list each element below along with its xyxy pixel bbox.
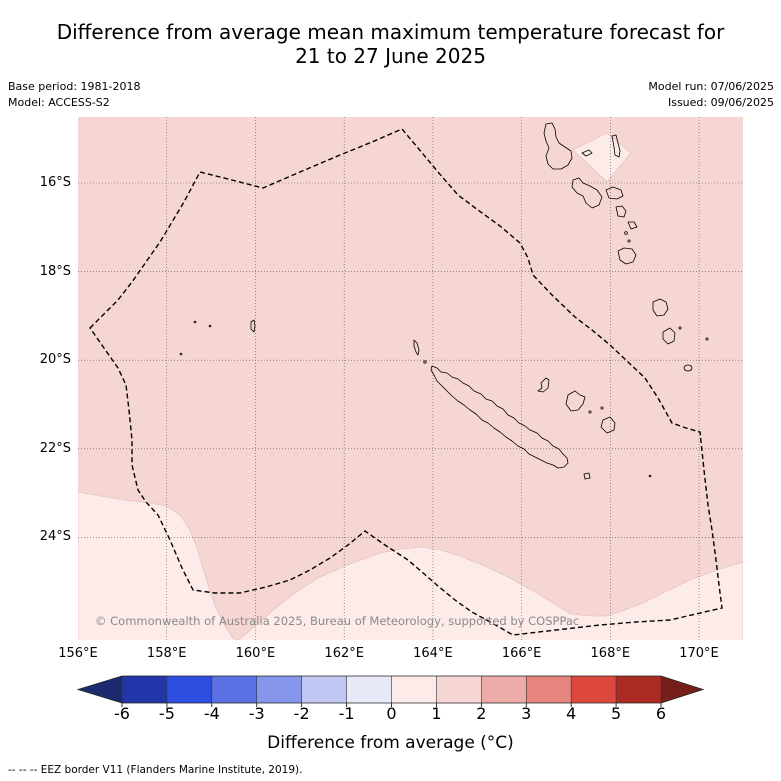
lat-label: 24°S: [39, 529, 71, 545]
lon-label: 160°E: [235, 646, 276, 661]
colorbar-tick-label: -5: [158, 704, 175, 723]
title-line-1: Difference from average mean maximum tem…: [56, 20, 725, 44]
colorbar-bin: [211, 676, 258, 703]
coastline-islet: [208, 324, 212, 328]
colorbar-bin: [391, 676, 437, 703]
colorbar-tick-label: -1: [338, 704, 355, 723]
colorbar-bin: [616, 676, 662, 703]
colorbar-tick-label: 2: [476, 704, 487, 723]
coastline-islet: [179, 352, 183, 356]
coastline-islet: [627, 239, 631, 243]
lon-label: 162°E: [324, 646, 364, 661]
lon-label: 170°E: [679, 646, 719, 661]
eez-legend-note: -- -- -- EEZ border V11 (Flanders Marine…: [8, 764, 303, 776]
colorbar-tick-label: -2: [293, 704, 310, 723]
coastline-chesterfield: [250, 319, 256, 333]
issued-date: Issued: 09/06/2025: [667, 96, 774, 109]
coastline-maewo: [611, 134, 621, 158]
colorbar-extend-low: [78, 676, 122, 703]
colorbar-tick-label: -4: [203, 704, 220, 723]
coastline-islet: [583, 472, 591, 480]
coastline-islet: [624, 231, 628, 235]
coastline-grande-terre: [430, 365, 569, 469]
coastline-islet: [588, 410, 592, 414]
coastline-belep: [413, 339, 420, 356]
coastline-islet: [193, 320, 197, 324]
coastline-islet: [678, 326, 682, 330]
meta-left: Base period: 1981-2018 Model: ACCESS-S2: [8, 79, 140, 111]
colorbar-tick-label: -6: [114, 704, 130, 723]
title-line-2: 21 to 27 June 2025: [295, 44, 486, 68]
colorbar-tick-label: 6: [655, 704, 667, 723]
coastline-ambae: [581, 149, 593, 157]
colorbar-bin: [481, 676, 527, 703]
colorbar-bin: [526, 676, 572, 703]
coastline-erromango: [652, 298, 669, 317]
shading-region-south: [78, 491, 743, 640]
colorbar-tick-label: 5: [610, 704, 622, 723]
coastline-mare: [600, 416, 616, 434]
lat-label: 16°S: [39, 175, 71, 190]
lon-label: 156°E: [58, 646, 98, 661]
coastline-shepherd: [627, 221, 638, 230]
colorbar-bin: [166, 676, 213, 703]
colorbar-tick-label: -3: [248, 704, 265, 723]
shading-region-north: [572, 132, 632, 183]
coastline-islet: [423, 360, 427, 364]
meta-right: Model run: 07/06/2025 Issued: 09/06/2025: [648, 79, 774, 111]
coastline-tanna: [662, 327, 676, 345]
base-period: Base period: 1981-2018: [8, 80, 141, 93]
colorbar-tick-label: 0: [386, 704, 397, 723]
model-name: Model: ACCESS-S2: [8, 96, 110, 109]
coastline-efate: [617, 247, 637, 265]
lon-label: 168°E: [590, 646, 631, 661]
lon-label: 158°E: [146, 646, 187, 661]
lat-label: 18°S: [39, 263, 71, 279]
colorbar-tick-label: 3: [521, 704, 532, 723]
coastline-lifou: [565, 390, 586, 412]
gridlines: [78, 117, 743, 640]
colorbar-tick-label: 4: [566, 704, 577, 723]
copyright-notice: © Commonwealth of Australia 2025, Bureau…: [95, 614, 580, 628]
colorbar: [76, 675, 705, 707]
coastlines: [179, 122, 709, 480]
colorbar-outline: [76, 675, 705, 704]
lon-label: 164°E: [413, 646, 453, 661]
coastline-espiritu-santo: [543, 122, 573, 170]
coastline-aneityum: [683, 364, 693, 372]
lat-label: 22°S: [39, 440, 71, 456]
colorbar-bin: [301, 676, 347, 703]
map: [78, 117, 743, 640]
colorbar-extend-high: [661, 676, 703, 703]
chart-title: Difference from average mean maximum tem…: [0, 20, 781, 68]
coastline-ouvea: [537, 377, 550, 393]
colorbar-bin: [122, 676, 168, 703]
colorbar-bin: [571, 676, 617, 703]
coastline-islet: [600, 406, 604, 410]
coastline-malekula: [571, 177, 603, 209]
coastline-islet: [648, 474, 652, 478]
colorbar-label: Difference from average (°C): [267, 733, 514, 753]
lat-label: 20°S: [39, 352, 71, 368]
colorbar-tick-label: 1: [431, 704, 442, 723]
coastline-epi: [615, 205, 627, 218]
model-run-date: Model run: 07/06/2025: [648, 80, 774, 93]
lon-label: 166°E: [501, 646, 542, 661]
colorbar-bin: [256, 676, 302, 703]
colorbar-bin: [346, 676, 392, 703]
eez-border: [89, 128, 723, 636]
colorbar-bin: [436, 676, 482, 703]
coastline-islet: [705, 337, 709, 341]
coastline-ambrym: [605, 186, 624, 200]
